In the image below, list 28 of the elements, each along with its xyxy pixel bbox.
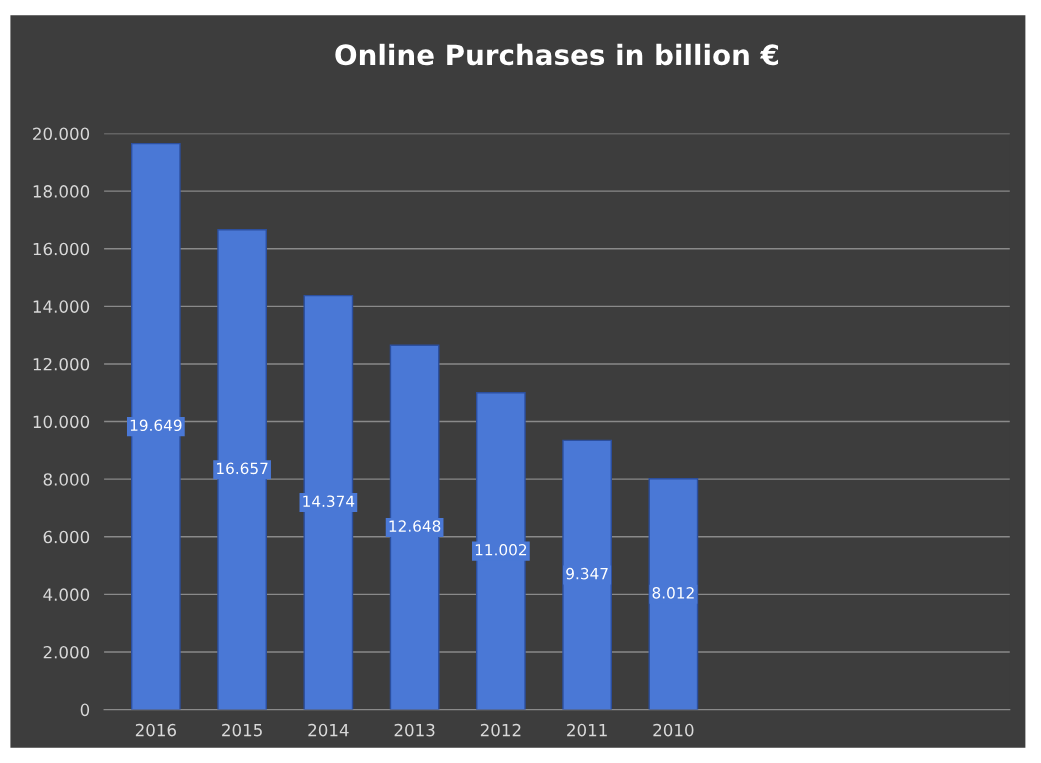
x-tick-label: 2010 <box>653 723 694 737</box>
y-tick-label: 12.000 <box>33 357 90 371</box>
bar <box>562 439 612 710</box>
y-tick-label: 20.000 <box>33 127 90 141</box>
x-tick-label: 2016 <box>135 723 177 737</box>
data-label: 16.657 <box>217 462 268 475</box>
y-tick-label: 14.000 <box>33 300 90 313</box>
y-tick-label: 6.000 <box>43 530 90 544</box>
y-tick-label: 4.000 <box>43 588 90 601</box>
data-label: 12.648 <box>389 520 441 532</box>
data-label: 11.002 <box>475 544 527 556</box>
y-tick-label: 8.000 <box>43 473 90 486</box>
x-tick-label: 2013 <box>394 723 435 737</box>
x-tick-label: 2011 <box>567 723 607 737</box>
x-tick-label: 2014 <box>308 723 349 737</box>
y-tick-label: 10.000 <box>33 415 90 429</box>
data-label: 8.012 <box>652 587 694 599</box>
y-tick-label: 16.000 <box>33 242 90 256</box>
x-tick-label: 2015 <box>222 723 262 737</box>
y-tick-label: 2.000 <box>43 645 90 659</box>
chart-title: Online Purchases in billion € <box>335 43 779 66</box>
data-label: 14.374 <box>303 495 355 508</box>
data-label: 9.347 <box>566 567 608 580</box>
bar <box>648 478 699 710</box>
data-label: 19.649 <box>130 419 182 432</box>
y-tick-label: 0 <box>80 703 90 717</box>
x-tick-label: 2012 <box>480 723 521 737</box>
y-tick-label: 18.000 <box>33 185 90 198</box>
